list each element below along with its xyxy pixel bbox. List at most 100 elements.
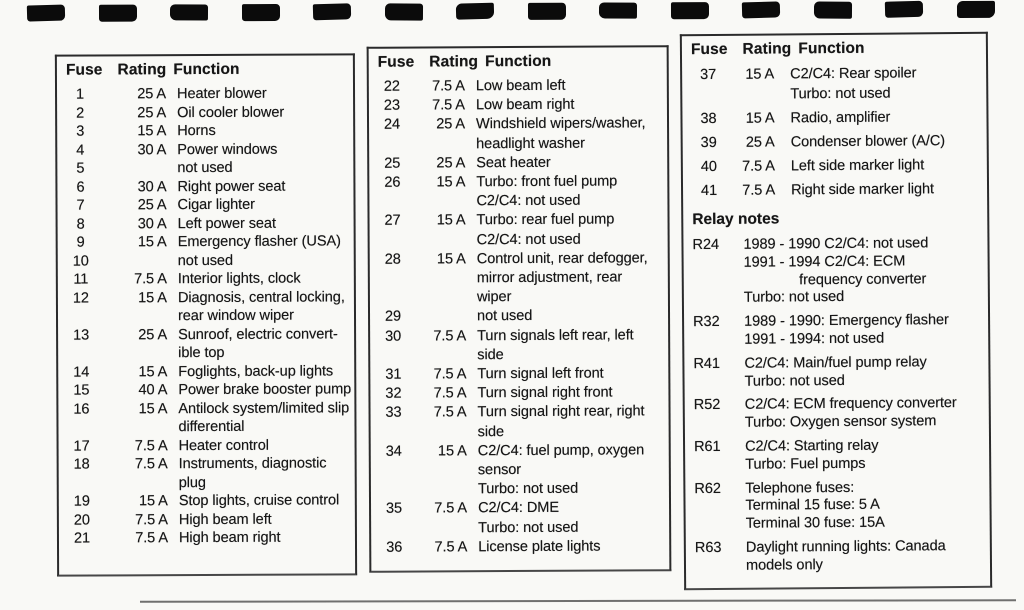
fuse-function: Emergency flasher (USA) (167, 232, 354, 251)
fuse-entry: 39 25 A Condenser blower (A/C) (687, 131, 987, 153)
fuse-rating: 15 A (436, 174, 466, 191)
fuse-number: 22 (383, 78, 400, 95)
fuse-rating: 25 A (745, 134, 775, 151)
text-line: Windshield wipers/washer, (475, 115, 646, 133)
binding-hole-mark (598, 2, 638, 19)
fuse-function: C2/C4: Rear spoiler Turbo: not used (774, 63, 986, 105)
fuse-function: Turn signal right rear, right side (466, 403, 668, 442)
fuse-number: 21 (73, 530, 91, 547)
fuse-number: 18 (73, 456, 90, 473)
text-line: Right side marker light (790, 181, 935, 199)
fuse-function: Turn signals left rear, left side (466, 326, 668, 365)
text-line: Heater blower (177, 85, 267, 103)
fuse-function: not used (167, 251, 354, 270)
fuse-entry: 41 7.5 A Right side marker light (687, 179, 987, 201)
fuse-function: Diagnosis, central locking, rear window w… (167, 288, 354, 326)
fuse-function: Horns (166, 121, 353, 140)
text-line: Interior lights, clock (177, 270, 301, 288)
text-line: Emergency flasher (USA) (177, 233, 341, 251)
fuse-entry: 13 25 A Sunroof, electric convert-ible top (62, 325, 354, 363)
text-line: Turbo: not used (744, 372, 845, 390)
table-header: Fuse Rating Function (369, 47, 667, 75)
fuse-table-37-41-and-relays: Fuse Rating Function 37 15 A C2/C4: Rear s… (679, 31, 993, 591)
fuse-function: Low beam left (465, 76, 667, 96)
relay-description: C2/C4: ECM frequency converter Turbo: Oxy… (743, 395, 989, 433)
relay-notes-title: Relay notes (692, 210, 780, 229)
relay-id: R63 (694, 539, 722, 557)
relay-entry: R32 1989 - 1990: Emergency flasher 1991 - … (686, 312, 988, 350)
fuse-number: 10 (72, 253, 89, 270)
fuse-entry: 20 7.5 A High beam left (63, 510, 355, 530)
fuse-number: 3 (76, 123, 85, 140)
text-line: Turbo: not used (790, 85, 891, 103)
fuse-number: 1 (75, 86, 85, 103)
relay-id: R52 (693, 397, 721, 414)
fuse-rating: 25 A (436, 116, 466, 133)
binding-hole-mark (670, 2, 709, 20)
text-line: not used (177, 252, 233, 269)
fuse-function: C2/C4: DME Turbo: not used (467, 499, 669, 538)
column-header-function: Function (485, 52, 552, 71)
text-line: rear window wiper (177, 307, 294, 325)
fuse-entry: 24 25 A Windshield wipers/washer, headlight… (373, 115, 667, 155)
text-line: 1991 - 1994: not used (744, 330, 885, 348)
fuse-rating: 15 A (138, 363, 168, 380)
fuse-function: C2/C4: fuel pump, oxygen sensor Turbo: not… (467, 441, 669, 500)
fuse-entry: 7 25 A Cigar lighter (61, 195, 353, 215)
fuse-rating: 30 A (137, 141, 167, 158)
fuse-rating (412, 308, 466, 327)
binding-hole-mark (169, 4, 209, 21)
relay-description: C2/C4: Main/fuel pump relay Turbo: not us… (742, 354, 988, 392)
text-line: Cigar lighter (177, 196, 255, 214)
text-line: Left power seat (177, 215, 276, 232)
fuse-number: 8 (76, 216, 85, 233)
fuse-entry: 3 15 A Horns (61, 121, 353, 141)
fuse-entry: 4 30 A Power windows (61, 140, 353, 160)
fuse-rating: 15 A (137, 123, 167, 140)
text-line: Power brake booster pump (178, 381, 352, 399)
fuse-rating: 40 A (138, 382, 168, 399)
fuse-function: High beam left (168, 510, 355, 529)
fuse-number: 34 (385, 443, 402, 460)
fuse-entry: 21 7.5 A High beam right (63, 528, 355, 548)
fuse-function: Power windows (166, 140, 353, 159)
fuse-number: 37 (700, 66, 717, 84)
text-line: ible top (178, 344, 225, 362)
fuse-function: Antilock system/limited slip differential (167, 399, 354, 437)
text-line: High beam left (178, 511, 272, 528)
fuse-table-1-21: Fuse Rating Function 1 25 A Heater blower 2… (54, 53, 358, 577)
fuse-entry: 18 7.5 A Instruments, diagnostic plug (63, 454, 355, 492)
fuse-function: Turbo: front fuel pump C2/C4: not used (465, 172, 667, 211)
fuse-function: Stop lights, cruise control (168, 491, 355, 510)
relay-description: 1989 - 1990 C2/C4: not used 1991 - 1994 C… (741, 235, 988, 308)
fuse-entry: 38 15 A Radio, amplifier (686, 107, 986, 129)
fuse-rating: 7.5 A (432, 78, 465, 95)
fuse-entry: 9 15 A Emergency flasher (USA) (62, 232, 354, 252)
fuse-number: 5 (76, 160, 85, 177)
text-line: Low beam left (475, 77, 566, 95)
text-line: Oil cooler blower (177, 104, 285, 121)
fuse-number: 29 (384, 309, 402, 326)
text-line: plug (178, 474, 206, 491)
binding-hole-mark (98, 4, 137, 22)
binding-holes (26, 0, 995, 22)
fuse-rating: 25 A (137, 86, 167, 103)
fuse-number: 33 (385, 405, 402, 422)
text-line: C2/C4: ECM frequency converter (744, 395, 957, 414)
fuse-entry: 37 15 A C2/C4: Rear spoiler Turbo: not used (686, 63, 986, 105)
fuse-number: 17 (73, 438, 90, 455)
column-header-function: Function (798, 39, 865, 58)
text-line: 1991 - 1994 C2/C4: ECM (743, 253, 906, 271)
relay-entry: R52 C2/C4: ECM frequency converter Turbo: … (687, 395, 989, 433)
text-line: Right power seat (177, 178, 286, 195)
text-line: Seat heater (476, 154, 551, 172)
text-line: Turn signal right front (477, 384, 613, 402)
text-line: C2/C4: not used (476, 231, 581, 248)
relay-entry: R41 C2/C4: Main/fuel pump relay Turbo: not… (686, 354, 988, 392)
text-line: Instruments, diagnostic (178, 455, 327, 473)
fuse-function: License plate lights (467, 537, 669, 557)
column-header-function: Function (173, 60, 240, 79)
fuse-rating: 7.5 A (434, 500, 468, 517)
fuse-function: Turn signal right front (466, 383, 668, 403)
text-line: High beam right (178, 529, 281, 547)
